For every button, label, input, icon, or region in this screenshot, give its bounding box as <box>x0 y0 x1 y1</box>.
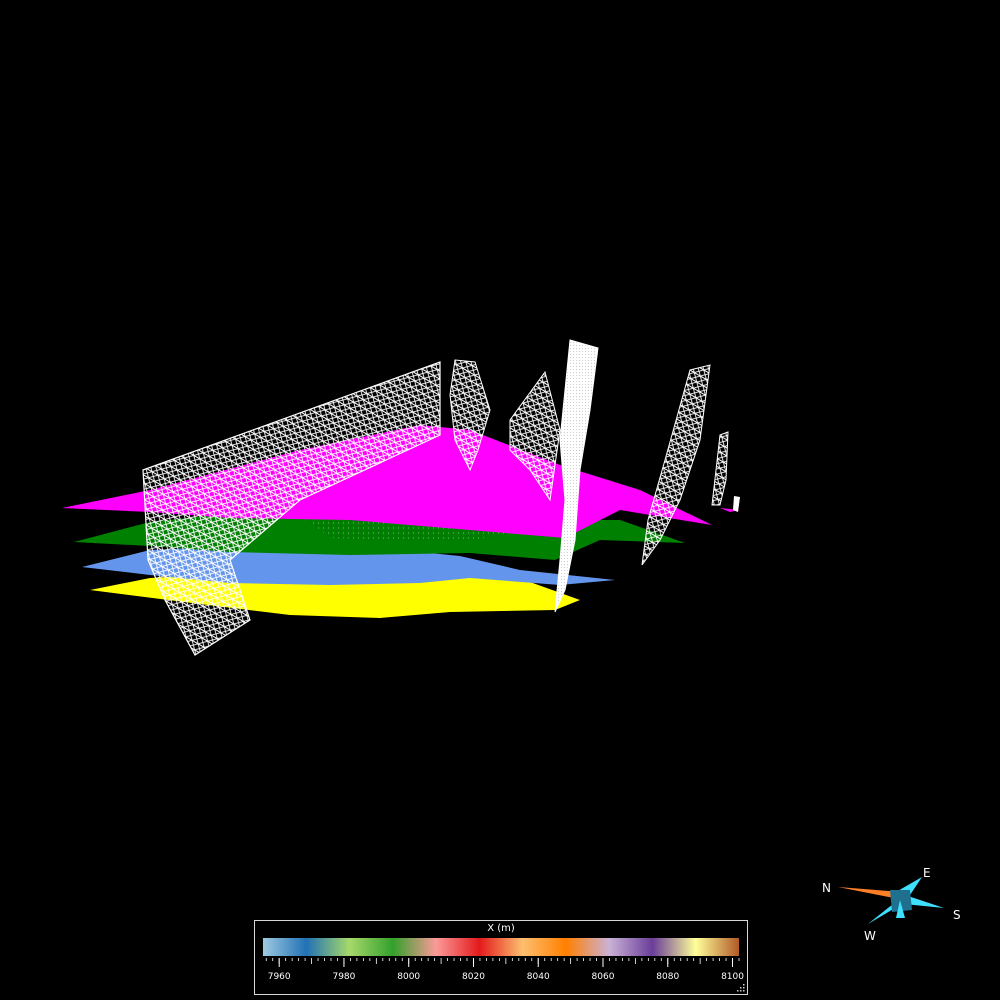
compass-label-north: N <box>822 881 831 895</box>
colorbar-scale: 7960 7980 8000 8020 8040 8060 8080 8100 <box>255 921 747 994</box>
fault-plane-5[interactable] <box>642 365 710 565</box>
resize-grip-icon[interactable] <box>737 984 745 992</box>
colorbar-tick-label: 8000 <box>397 972 420 982</box>
colorbar-tick-label: 7960 <box>268 972 291 982</box>
colorbar-tick-label: 8060 <box>592 972 615 982</box>
fault-plane-7[interactable] <box>733 496 740 512</box>
compass-label-east: E <box>923 866 931 880</box>
colorbar-legend[interactable]: X (m) 7960 7980 8000 8020 8040 8060 8080 8100 <box>254 920 748 995</box>
compass-label-south: S <box>953 908 961 922</box>
colorbar-tick-label: 8040 <box>527 972 550 982</box>
colorbar-tick-label: 8020 <box>462 972 485 982</box>
colorbar-gradient <box>263 938 739 956</box>
orientation-compass[interactable]: N E S W <box>810 860 980 950</box>
compass-label-west: W <box>864 929 876 943</box>
fault-plane-6[interactable] <box>712 432 728 505</box>
colorbar-tick-label: 8080 <box>656 972 679 982</box>
colorbar-tick-label: 7980 <box>332 972 355 982</box>
colorbar-tick-label: 8100 <box>721 972 744 982</box>
